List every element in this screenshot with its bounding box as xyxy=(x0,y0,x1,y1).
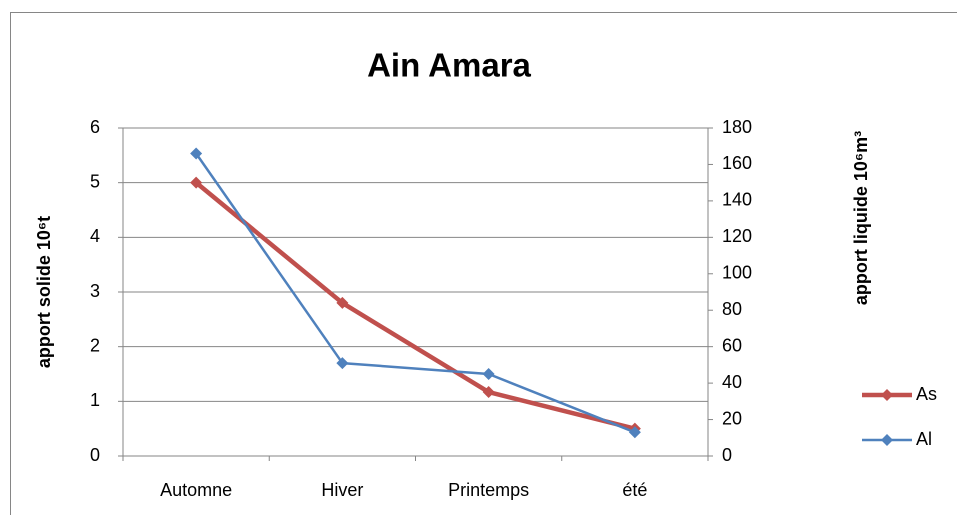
y2-tick-label: 60 xyxy=(722,335,742,355)
y2-axis-label: apport liquide 10⁶m³ xyxy=(851,131,871,305)
y-tick-label: 0 xyxy=(90,445,100,465)
x-tick-label: Hiver xyxy=(321,480,363,500)
y2-tick-label: 140 xyxy=(722,190,752,210)
legend-label: Al xyxy=(916,429,932,449)
y-tick-label: 4 xyxy=(90,226,100,246)
y2-tick-label: 20 xyxy=(722,408,742,428)
y-tick-label: 1 xyxy=(90,390,100,410)
y-tick-label: 6 xyxy=(90,117,100,137)
y2-tick-label: 0 xyxy=(722,445,732,465)
y2-tick-label: 160 xyxy=(722,153,752,173)
y2-tick-label: 120 xyxy=(722,226,752,246)
legend-label: As xyxy=(916,384,937,404)
chart-title: Ain Amara xyxy=(367,47,531,84)
y2-tick-label: 80 xyxy=(722,299,742,319)
y2-tick-label: 40 xyxy=(722,372,742,392)
y-axis-label: apport solide 10⁶t xyxy=(34,216,54,368)
y-tick-label: 5 xyxy=(90,171,100,191)
chart-frame xyxy=(11,13,957,516)
x-tick-label: été xyxy=(622,480,647,500)
y-tick-label: 2 xyxy=(90,335,100,355)
y2-tick-label: 180 xyxy=(722,117,752,137)
y2-tick-label: 100 xyxy=(722,263,752,283)
x-tick-label: Printemps xyxy=(448,480,529,500)
x-tick-label: Automne xyxy=(160,480,232,500)
y-tick-label: 3 xyxy=(90,281,100,301)
